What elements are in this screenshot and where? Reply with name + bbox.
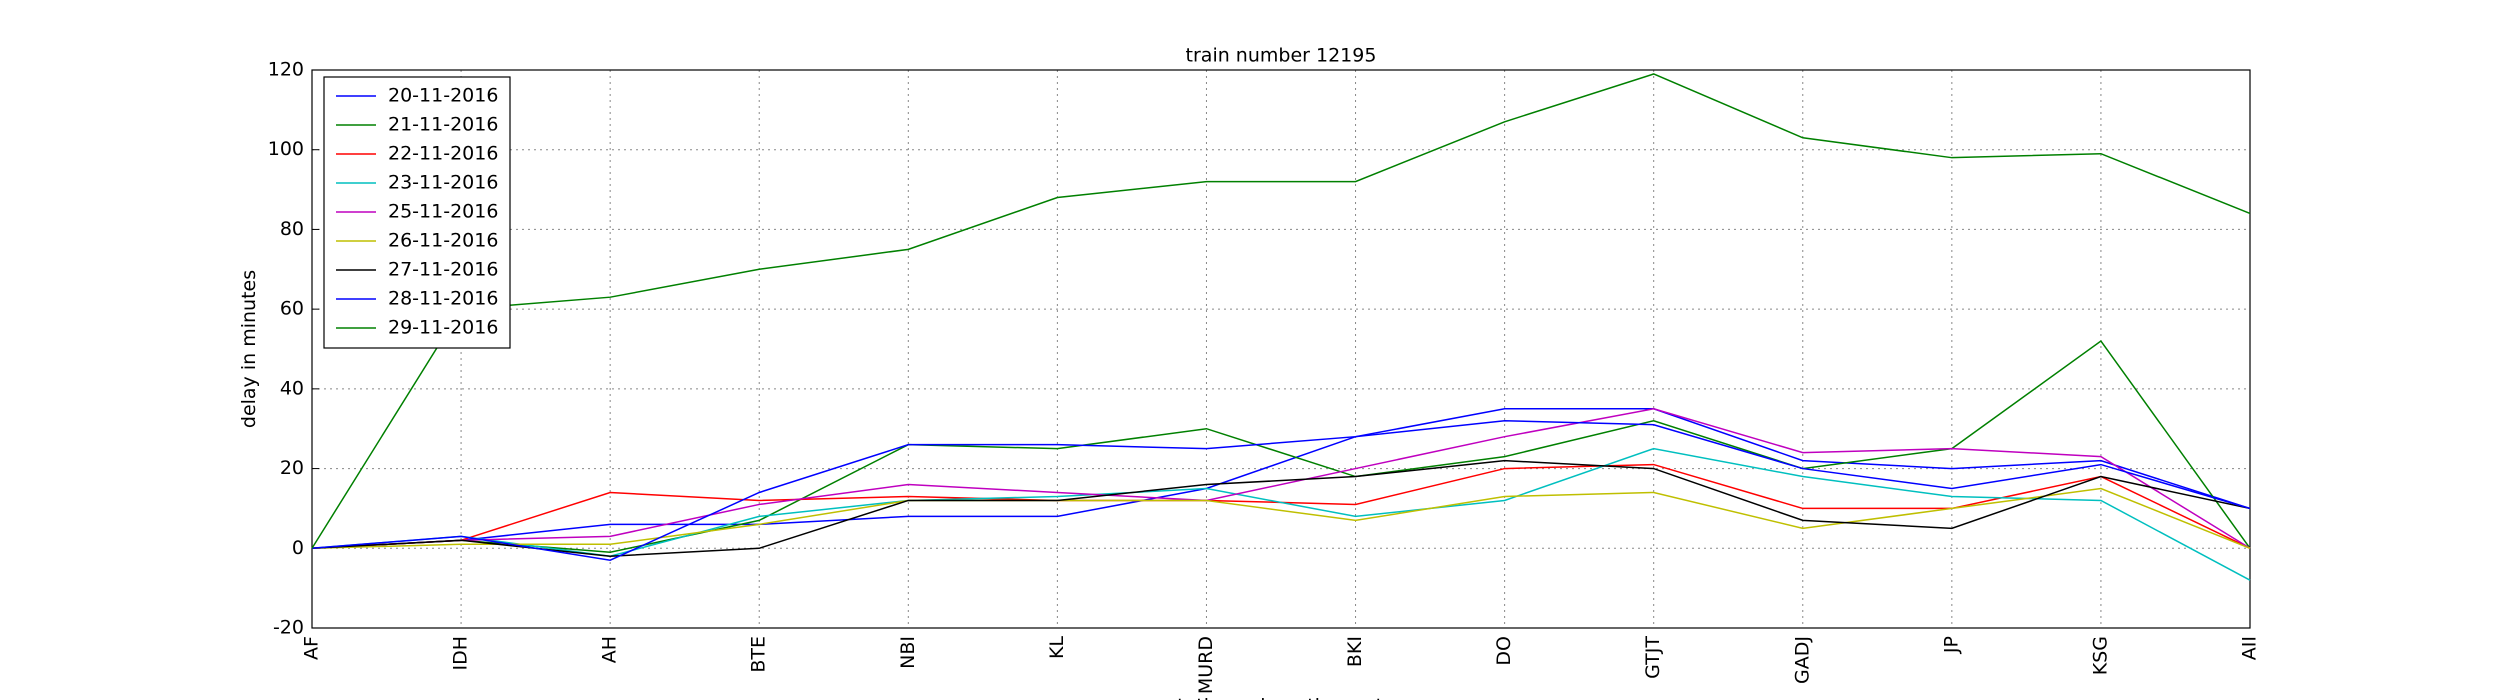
x-tick-label: BKI (1344, 636, 1366, 667)
series-line (311, 459, 2251, 558)
y-tick-label: 20 (280, 457, 304, 479)
x-tick-label: NBI (897, 636, 919, 669)
x-tick-label: DO (1493, 636, 1515, 666)
x-tick-label: BTE (748, 636, 770, 673)
legend-label: 20-11-2016 (388, 85, 498, 107)
series-line (311, 339, 2251, 554)
y-tick-label: 0 (292, 537, 304, 559)
legend-label: 21-11-2016 (388, 114, 498, 136)
legend-label: 28-11-2016 (388, 288, 498, 310)
y-tick-label: 100 (268, 138, 304, 160)
series-line (311, 408, 2251, 550)
x-tick-label: GADJ (1791, 636, 1813, 684)
series-line (311, 487, 2251, 550)
legend-label: 27-11-2016 (388, 259, 498, 281)
plot-frame (311, 69, 2251, 629)
x-tick-label: AII (2239, 636, 2261, 660)
x-tick-label: AH (599, 636, 621, 663)
x-tick-label: KL (1046, 636, 1068, 659)
legend-label: 25-11-2016 (388, 201, 498, 223)
series-line (311, 408, 2251, 550)
legend-label: 22-11-2016 (388, 143, 498, 165)
series-line (311, 463, 2251, 550)
legend-label: 26-11-2016 (388, 230, 498, 252)
y-tick-label: 40 (280, 377, 304, 399)
x-tick-label: IDH (450, 636, 472, 671)
y-tick-label: 120 (268, 59, 304, 81)
x-tick-label: KSG (2089, 636, 2111, 675)
legend-label: 29-11-2016 (388, 317, 498, 339)
x-tick-label: AF (301, 636, 323, 660)
x-axis-label: stations along the route (1167, 695, 1394, 700)
series-line (311, 73, 2251, 549)
series-line (311, 419, 2251, 562)
chart-title: train number 12195 (1186, 45, 1377, 67)
x-tick-label: MURD (1195, 636, 1217, 694)
y-tick-label: -20 (273, 617, 304, 639)
x-tick-label: JP (1940, 636, 1962, 654)
y-tick-label: 60 (280, 298, 304, 320)
y-tick-label: 80 (280, 218, 304, 240)
x-tick-label: GTJT (1642, 636, 1664, 679)
legend-label: 23-11-2016 (388, 172, 498, 194)
y-axis-label: delay in minutes (238, 270, 260, 428)
